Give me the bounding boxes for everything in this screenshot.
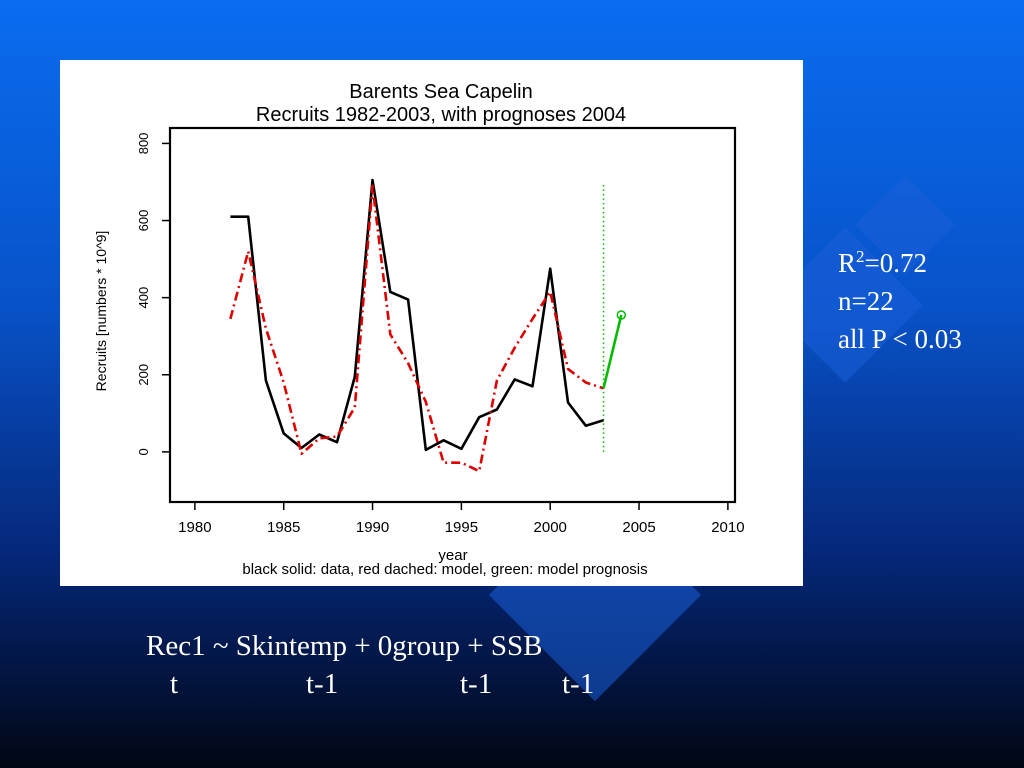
x-tick-label: 1995 — [445, 519, 478, 536]
statistics-box: R2=0.72 n=22 all P < 0.03 — [838, 238, 962, 358]
r-squared-superscript: 2 — [856, 247, 865, 266]
x-tick-label: 2010 — [711, 519, 744, 536]
model-formula: Rec1 ~ Skintemp + 0group + SSB t t-1 t-1… — [146, 628, 666, 708]
formula-subscript-ssb: t-1 — [562, 668, 595, 700]
sample-size-text: n=22 — [838, 286, 894, 316]
x-tick-label: 1985 — [267, 519, 300, 536]
chart-caption: black solid: data, red dached: model, gr… — [242, 561, 647, 578]
plot-frame — [168, 126, 737, 504]
y-tick-label: 800 — [136, 133, 151, 155]
r-squared-text: R2=0.72 — [838, 247, 927, 278]
y-tick-label: 400 — [136, 287, 151, 309]
p-value-text: all P < 0.03 — [838, 324, 962, 354]
formula-subscript-skintemp: t-1 — [306, 668, 339, 700]
y-tick-label: 200 — [136, 364, 151, 386]
y-tick-label: 600 — [136, 210, 151, 232]
x-tick-label: 2000 — [534, 519, 567, 536]
model-line — [229, 184, 604, 473]
chart-panel: Barents Sea Capelin Recruits 1982-2003, w… — [60, 60, 803, 586]
prognosis-point — [616, 310, 627, 320]
formula-main: Rec1 ~ Skintemp + 0group + SSB — [146, 630, 543, 662]
y-tick-label: 0 — [136, 448, 151, 455]
x-tick-label: 1990 — [356, 519, 389, 536]
chart-subtitle: Recruits 1982-2003, with prognoses 2004 — [256, 104, 626, 126]
formula-subscript-rec1: t — [170, 668, 179, 700]
x-tick-label: 1980 — [178, 519, 211, 536]
prognosis-line — [602, 314, 623, 389]
data-line — [230, 178, 604, 452]
x-tick-label: 2005 — [622, 519, 655, 536]
chart-title: Barents Sea Capelin — [349, 81, 532, 103]
y-axis-label: Recruits [numbers * 10^9] — [93, 231, 109, 392]
x-axis-label: year — [438, 547, 467, 564]
formula-subscript-0group: t-1 — [460, 668, 493, 700]
